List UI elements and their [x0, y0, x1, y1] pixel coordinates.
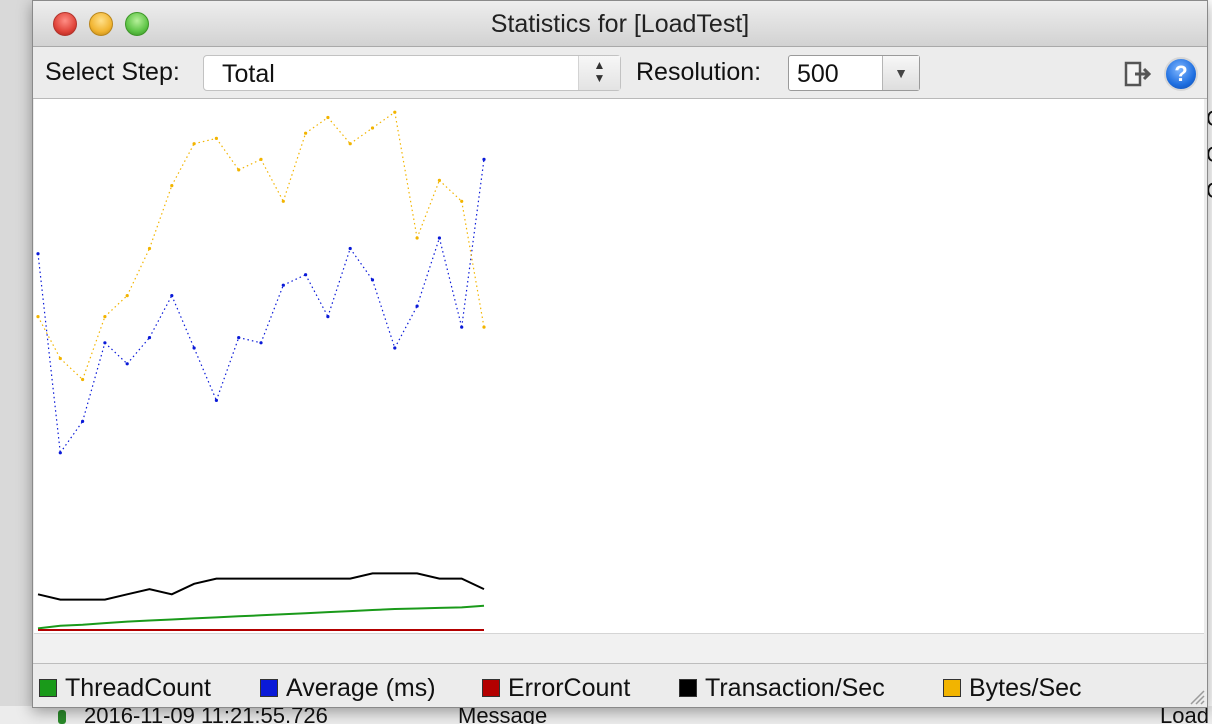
log-message: Message — [458, 706, 548, 724]
series-trail-average-ms — [126, 337, 150, 365]
background-log-row: 2016-11-09 11:21:55.726 Message Load — [0, 706, 1212, 724]
series-trail-bytes-sec — [327, 117, 351, 145]
legend-label: Bytes/Sec — [969, 674, 1082, 702]
series-trail-average-ms — [327, 248, 351, 317]
series-trail-bytes-sec — [82, 316, 106, 380]
series-trail-average-ms — [371, 279, 396, 349]
series-trail-bytes-sec — [193, 137, 217, 145]
chart-canvas — [36, 110, 486, 631]
log-status-icon — [58, 710, 66, 724]
updown-arrows-icon: ▲ ▼ — [578, 56, 620, 90]
resize-grip-icon[interactable] — [1187, 687, 1205, 705]
background-char: C — [1206, 106, 1212, 132]
series-trail-average-ms — [260, 284, 284, 344]
resolution-label: Resolution: — [636, 58, 762, 86]
chevron-down-icon[interactable]: ▼ — [882, 56, 919, 90]
minimize-window-button[interactable] — [89, 12, 113, 36]
series-trail-bytes-sec — [238, 158, 262, 171]
legend-swatch — [260, 679, 278, 697]
chart-horizontal-scrollbar[interactable] — [34, 633, 1204, 663]
series-trail-bytes-sec — [37, 316, 61, 359]
select-step-label: Select Step: — [45, 58, 180, 86]
series-trail-average-ms — [37, 253, 61, 453]
statistics-chart — [34, 99, 1204, 633]
data-point-bytes-sec — [393, 110, 397, 114]
data-point-bytes-sec — [304, 131, 308, 135]
data-point-bytes-sec — [437, 178, 441, 182]
series-trail-bytes-sec — [148, 185, 173, 249]
legend-label: ErrorCount — [508, 674, 631, 702]
series-trail-average-ms — [238, 337, 262, 344]
legend-label: Average (ms) — [286, 674, 436, 702]
series-trail-bytes-sec — [438, 179, 463, 202]
legend-swatch — [39, 679, 57, 697]
legend-label: Transaction/Sec — [705, 674, 885, 702]
series-trail-average-ms — [82, 342, 106, 422]
chart-legend: ThreadCount Average (ms) ErrorCount Tran… — [33, 663, 1207, 707]
export-icon[interactable] — [1123, 59, 1153, 89]
series-trail-average-ms — [305, 274, 329, 317]
data-point-average-ms — [103, 341, 107, 345]
zoom-window-button[interactable] — [125, 12, 149, 36]
series-trail-average-ms — [394, 305, 418, 349]
log-right-text: Load — [1160, 706, 1209, 724]
series-trail-bytes-sec — [372, 111, 396, 129]
legend-swatch — [679, 679, 697, 697]
series-trail-average-ms — [461, 159, 485, 328]
data-point-bytes-sec — [482, 325, 486, 329]
data-point-bytes-sec — [214, 136, 218, 140]
series-trail-bytes-sec — [349, 127, 373, 145]
series-trail-average-ms — [283, 274, 306, 286]
data-point-average-ms — [36, 252, 40, 256]
series-trail-bytes-sec — [305, 117, 329, 134]
select-step-value: Total — [222, 60, 275, 88]
series-trail-bytes-sec — [394, 112, 418, 239]
series-line-transaction-sec — [37, 572, 485, 601]
series-trail-average-ms — [171, 295, 195, 349]
series-trail-bytes-sec — [215, 138, 240, 171]
series-trail-average-ms — [349, 248, 373, 281]
title-bar[interactable]: Statistics for [LoadTest] — [33, 1, 1207, 47]
data-point-bytes-sec — [348, 142, 352, 146]
window-title: Statistics for [LoadTest] — [490, 10, 750, 38]
series-trail-bytes-sec — [416, 180, 440, 239]
series-trail-average-ms — [193, 347, 217, 401]
series-trail-average-ms — [59, 421, 84, 454]
statistics-window: Statistics for [LoadTest] Select Step: T… — [32, 0, 1208, 708]
series-trail-average-ms — [438, 237, 463, 328]
log-timestamp: 2016-11-09 11:21:55.726 — [84, 706, 328, 724]
series-trail-bytes-sec — [260, 159, 284, 202]
data-point-average-ms — [482, 157, 486, 161]
series-trail-bytes-sec — [126, 248, 151, 296]
legend-swatch — [482, 679, 500, 697]
close-window-button[interactable] — [53, 12, 77, 36]
toolbar: Select Step: Total ▲ ▼ Resolution: 500 ▼ … — [33, 47, 1207, 99]
series-trail-bytes-sec — [171, 143, 195, 186]
background-char: C — [1206, 142, 1212, 168]
resolution-combobox[interactable]: 500 ▼ — [788, 55, 920, 91]
background-char: C — [1206, 178, 1212, 204]
help-icon[interactable]: ? — [1164, 57, 1198, 91]
resolution-value[interactable]: 500 — [797, 60, 839, 88]
series-trail-bytes-sec — [461, 201, 485, 328]
series-trail-bytes-sec — [104, 295, 128, 318]
legend-swatch — [943, 679, 961, 697]
series-trail-bytes-sec — [282, 133, 307, 202]
series-trail-average-ms — [215, 337, 240, 401]
series-trail-bytes-sec — [59, 358, 84, 380]
series-trail-average-ms — [104, 342, 128, 365]
series-line-threadcount — [37, 604, 485, 630]
series-trail-average-ms — [416, 237, 440, 307]
select-step-dropdown[interactable]: Total ▲ ▼ — [203, 55, 621, 91]
legend-label: ThreadCount — [65, 674, 211, 702]
series-trail-average-ms — [148, 295, 173, 338]
